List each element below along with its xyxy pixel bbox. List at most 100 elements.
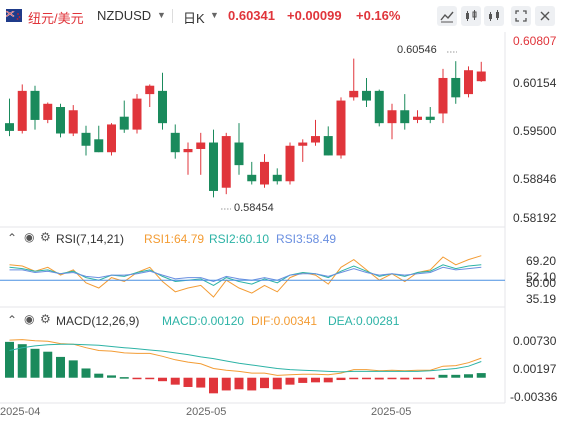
dif-value: DIF:0.00341 — [251, 314, 318, 328]
macd-histogram-bar — [285, 377, 295, 385]
macd-histogram-bar — [451, 374, 461, 378]
rsi-tick-1: 69.20 — [526, 254, 557, 268]
rsi-eye-icon[interactable]: ◉ — [24, 230, 35, 244]
candle-body — [323, 136, 333, 156]
rsi-settings-icon[interactable]: ⚙ — [40, 230, 51, 244]
macd-histogram-bar — [30, 348, 40, 378]
candle-body — [362, 90, 371, 101]
dea-value: DEA:0.00281 — [328, 314, 400, 328]
y-tick-3: 0.59500 — [513, 124, 557, 138]
candle-body — [400, 110, 410, 124]
symbol-code[interactable]: NZDUSD — [97, 8, 152, 23]
expand-icon[interactable] — [511, 6, 531, 26]
rsi2-line — [9, 264, 482, 286]
dea-line — [9, 343, 482, 373]
rsi-tick-2: 52.10 — [526, 270, 557, 284]
y-tick-5: 0.58192 — [513, 211, 557, 225]
macd-histogram-bar — [438, 374, 448, 378]
candle-body — [107, 124, 116, 153]
candle-body — [285, 145, 295, 182]
macd-histogram-bar — [145, 377, 155, 380]
macd-histogram-bar — [68, 360, 78, 378]
candle-body — [349, 90, 359, 98]
macd-histogram-bar — [5, 341, 14, 378]
line-chart-icon[interactable] — [437, 6, 457, 26]
candle-body — [56, 107, 65, 134]
macd-histogram-bar — [17, 344, 27, 378]
candle-body — [94, 139, 104, 153]
candle-body — [43, 103, 53, 120]
candle-body — [413, 116, 422, 120]
candle-body — [464, 70, 473, 95]
candle-body — [17, 90, 27, 131]
x-tick-2: 2025-05 — [186, 406, 227, 418]
header-divider — [172, 9, 173, 23]
candle-body — [451, 77, 461, 98]
rsi-collapse-chevron-icon[interactable]: ⌃ — [7, 231, 18, 245]
macd-histogram-bar — [413, 377, 422, 380]
last-price: 0.60341 — [228, 8, 275, 23]
macd-histogram-bar — [247, 377, 257, 391]
x-tick-1: 2025-04 — [0, 406, 41, 418]
y-tick-4: 0.58846 — [513, 172, 557, 186]
macd-histogram-bar — [43, 351, 53, 378]
macd-title: MACD(12,26,9) — [56, 314, 140, 328]
candle-body — [374, 90, 384, 124]
price-change-pct: +0.16% — [356, 8, 401, 23]
candle-body — [5, 123, 14, 131]
macd-histogram-bar — [119, 377, 129, 379]
rsi1-value: RSI1:64.79 — [144, 232, 205, 246]
macd-histogram-bar — [81, 368, 91, 378]
macd-histogram-bar — [209, 377, 218, 394]
y-tick-1: 0.60807 — [513, 34, 557, 48]
candle-body — [81, 132, 91, 146]
macd-histogram-bar — [374, 377, 384, 380]
macd-histogram-bar — [183, 377, 193, 387]
candle-body — [298, 142, 308, 146]
macd-eye-icon[interactable]: ◉ — [24, 312, 35, 326]
candle-body — [476, 71, 486, 82]
macd-histogram-bar — [272, 377, 282, 390]
macd-histogram-bar — [311, 377, 320, 383]
rsi3-line — [9, 266, 482, 283]
candlestick-alt-icon[interactable] — [484, 6, 504, 26]
candle-body — [119, 116, 129, 130]
macd-histogram-bar — [221, 377, 231, 391]
candle-body — [170, 132, 180, 153]
rsi2-value: RSI2:60.10 — [209, 232, 270, 246]
price-change: +0.00099 — [287, 8, 342, 23]
macd-tick-3: -0.00336 — [510, 390, 558, 404]
y-tick-2: 0.60154 — [513, 76, 557, 90]
macd-histogram-bar — [362, 377, 371, 380]
symbol-name-cn[interactable]: 纽元/美元 — [28, 11, 84, 26]
period-chevron-down-icon[interactable]: ▼ — [210, 10, 219, 20]
macd-settings-icon[interactable]: ⚙ — [40, 312, 51, 326]
candlestick-icon[interactable] — [461, 6, 481, 26]
candle-body — [234, 142, 244, 166]
chevron-down-icon[interactable]: ▼ — [157, 10, 166, 20]
macd-histogram-bar — [170, 377, 180, 385]
close-icon[interactable] — [535, 6, 555, 26]
period-selector[interactable]: 日K — [183, 11, 205, 26]
macd-histogram-bar — [234, 377, 244, 390]
candle-body — [209, 142, 218, 191]
macd-histogram-bar — [476, 373, 486, 378]
candle-body — [68, 110, 78, 134]
macd-histogram-bar — [107, 375, 116, 378]
macd-histogram-bar — [323, 377, 333, 383]
nz-flag-icon — [5, 9, 22, 22]
candle-body — [272, 174, 282, 182]
chart-header: 纽元/美元 NZDUSD ▼ 日K ▼ 0.60341 +0.00099 +0.… — [0, 0, 561, 32]
high-label: 0.60546 — [397, 44, 437, 56]
candle-body — [311, 136, 320, 143]
rsi-tick-4: 35.19 — [526, 292, 557, 306]
macd-collapse-chevron-icon[interactable]: ⌃ — [7, 313, 18, 327]
macd-histogram-bar — [196, 377, 206, 388]
macd-tick-1: 0.00730 — [513, 334, 557, 348]
macd-histogram-bar — [464, 374, 473, 378]
candle-body — [336, 100, 346, 156]
macd-histogram-bar — [158, 377, 167, 382]
macd-tick-2: 0.00197 — [513, 362, 557, 376]
candle-body — [387, 110, 397, 124]
